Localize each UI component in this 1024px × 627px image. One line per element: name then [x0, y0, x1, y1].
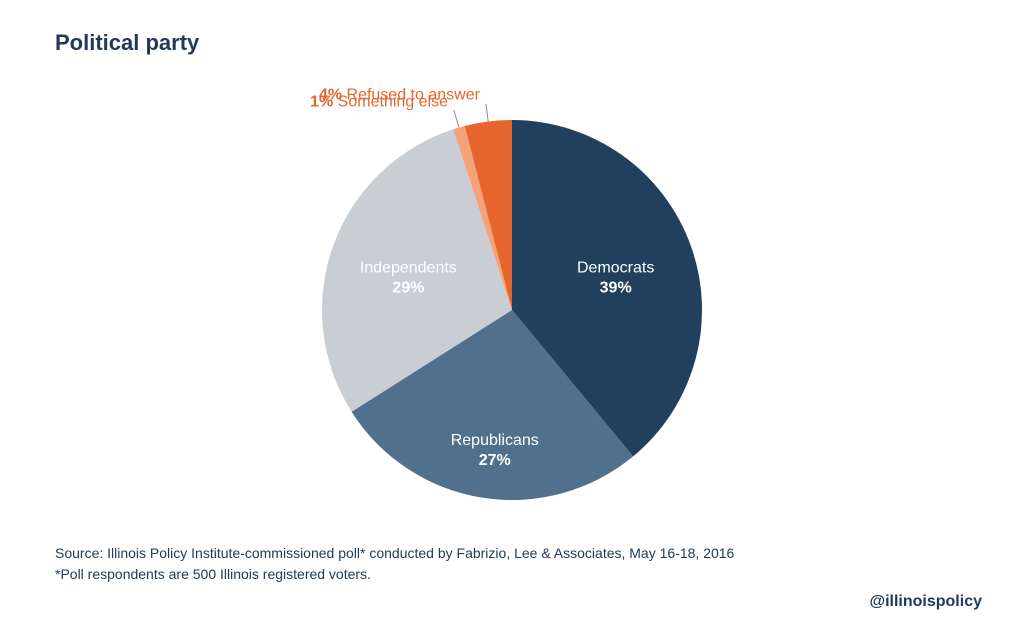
slice-percent: 29% [392, 280, 424, 297]
slice-label: Democrats [577, 260, 654, 277]
slice-label: Republicans [451, 432, 539, 449]
slice-label: Independents [360, 260, 457, 277]
leader-line [486, 104, 488, 122]
slice-percent: 39% [600, 280, 632, 297]
leader-line [454, 110, 459, 127]
source-line-1: Source: Illinois Policy Institute-commis… [55, 543, 734, 564]
pie-chart: Democrats 39% Republicans 27% Independents 29… [0, 60, 1024, 520]
slice-outer-label: 4% Refused to answer [319, 87, 481, 104]
chart-title: Political party [55, 30, 199, 56]
slice-percent: 27% [479, 452, 511, 469]
source-line-2: *Poll respondents are 500 Illinois regis… [55, 564, 734, 585]
page: Political party Democrats 39% Republicans 2… [0, 0, 1024, 627]
attribution-handle: @illinoispolicy [869, 593, 982, 611]
source-text: Source: Illinois Policy Institute-commis… [55, 543, 734, 585]
